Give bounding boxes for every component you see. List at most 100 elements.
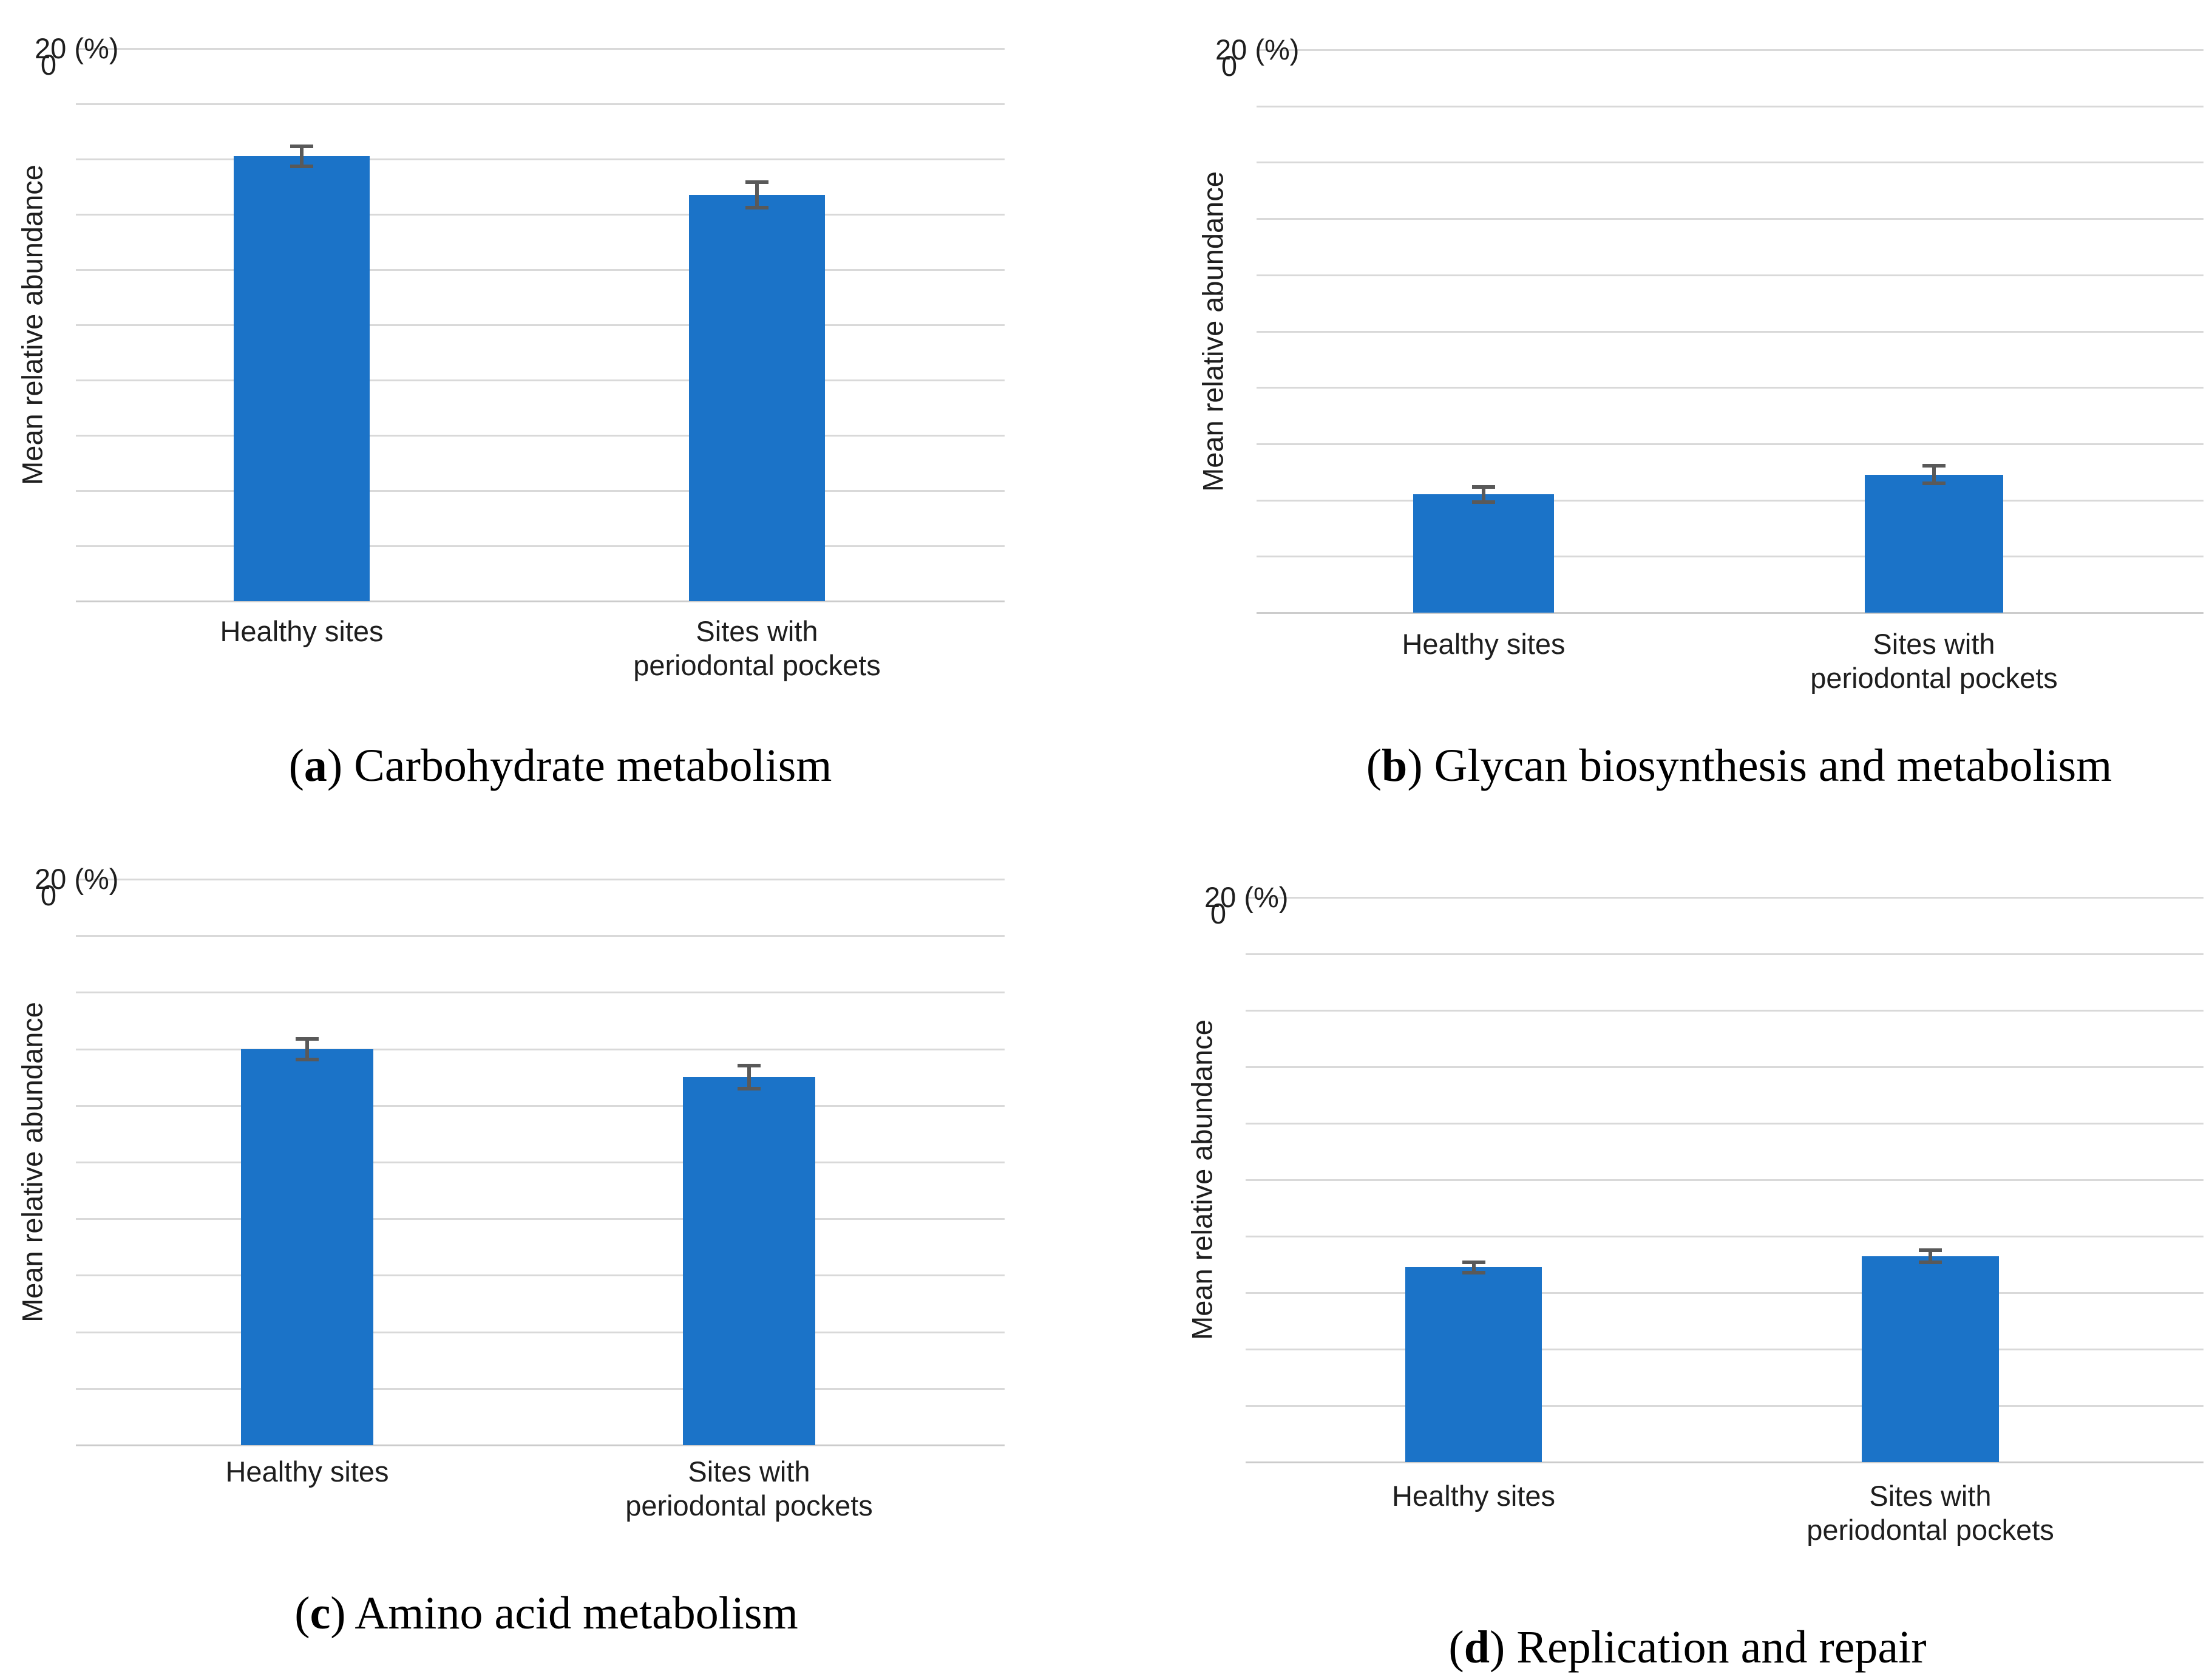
gridline bbox=[1257, 274, 2204, 276]
gridline bbox=[1257, 162, 2204, 164]
gridline bbox=[76, 992, 1005, 994]
gridline bbox=[1257, 387, 2204, 389]
y-unit-label: (%) bbox=[74, 863, 119, 895]
caption-open-paren: ( bbox=[288, 740, 304, 791]
x-category-label: Healthy sites bbox=[1402, 628, 1566, 660]
caption-c: (c) Amino acid metabolism bbox=[0, 1587, 1093, 1640]
error-bar bbox=[1462, 1260, 1485, 1274]
y-max-tick: 20 bbox=[35, 863, 67, 895]
bar-periodontal-pockets bbox=[1865, 474, 2003, 613]
caption-open-paren: ( bbox=[294, 1588, 310, 1639]
bar-healthy-sites bbox=[1413, 494, 1554, 613]
gridline bbox=[1246, 1010, 2204, 1012]
gridline bbox=[76, 103, 1005, 105]
caption-text: ) Amino acid metabolism bbox=[330, 1588, 798, 1639]
plot-area: Healthy sites Sites with periodontal pock… bbox=[76, 48, 1005, 681]
gridline bbox=[76, 324, 1005, 326]
gridline bbox=[76, 1048, 1005, 1050]
bar-healthy-sites bbox=[241, 1049, 373, 1445]
gridline bbox=[1257, 105, 2204, 107]
y-axis-max-label: 20 (%) bbox=[35, 863, 118, 896]
caption-letter: d bbox=[1464, 1622, 1490, 1673]
x-category-label: Healthy sites bbox=[1391, 1480, 1556, 1512]
plot-area: Healthy sites Sites with periodontal pock… bbox=[1257, 49, 2204, 694]
y-axis-title: Mean relative abundance bbox=[16, 1002, 49, 1322]
y-axis-max-label: 20 (%) bbox=[35, 32, 118, 65]
gridline bbox=[1246, 1179, 2204, 1181]
gridline bbox=[1246, 1349, 2204, 1350]
y-max-tick: 20 bbox=[1215, 33, 1247, 66]
bar-healthy-sites bbox=[1405, 1267, 1542, 1462]
y-unit-label: (%) bbox=[74, 32, 119, 64]
panel-glycan-biosynthesis: 20 (%) 0 Mean relative abundance Healthy… bbox=[1197, 33, 2204, 694]
bar-periodontal-pockets bbox=[689, 195, 825, 601]
gridline bbox=[76, 879, 1005, 880]
gridline bbox=[76, 1162, 1005, 1163]
gridline bbox=[76, 214, 1005, 216]
gridline bbox=[76, 379, 1005, 381]
y-unit-label: (%) bbox=[1255, 33, 1300, 66]
x-axis-baseline bbox=[1257, 612, 2204, 614]
x-axis-baseline bbox=[1246, 1461, 2204, 1463]
y-axis-max-label: 20 (%) bbox=[1215, 33, 1299, 66]
gridline bbox=[1257, 443, 2204, 445]
y-axis-title: Mean relative abundance bbox=[16, 165, 49, 485]
gridline bbox=[1257, 330, 2204, 333]
caption-d: (d) Replication and repair bbox=[1269, 1621, 2106, 1674]
caption-a: (a) Carbohydrate metabolism bbox=[0, 740, 1121, 792]
caption-open-paren: ( bbox=[1448, 1622, 1464, 1673]
y-axis-title: Mean relative abundance bbox=[1196, 171, 1229, 492]
gridline bbox=[1257, 499, 2204, 502]
y-unit-label: (%) bbox=[1244, 881, 1289, 913]
y-max-tick: 20 bbox=[1204, 881, 1237, 913]
caption-letter: b bbox=[1382, 740, 1408, 791]
y-max-tick: 20 bbox=[35, 32, 67, 64]
x-category-label: Sites with periodontal pockets bbox=[1807, 1480, 2054, 1546]
panel-amino-acid-metabolism: 20 (%) 0 Mean relative abundance Healthy… bbox=[16, 863, 1005, 1522]
caption-text: ) Carbohydrate metabolism bbox=[327, 740, 832, 791]
x-category-label: Sites with periodontal pockets bbox=[625, 1455, 873, 1522]
y-axis-zero-label: 0 bbox=[40, 879, 56, 911]
gridline bbox=[1257, 556, 2204, 558]
error-bar bbox=[1922, 464, 1946, 486]
gridline bbox=[76, 48, 1005, 50]
y-axis-zero-label: 0 bbox=[1210, 897, 1226, 930]
caption-text: ) Replication and repair bbox=[1490, 1622, 1927, 1673]
x-category-label: Sites with periodontal pockets bbox=[633, 615, 881, 681]
gridline bbox=[76, 158, 1005, 160]
gridline bbox=[1246, 1405, 2204, 1407]
gridline bbox=[1257, 49, 2204, 51]
caption-b: (b) Glycan biosynthesis and metabolism bbox=[1269, 740, 2210, 792]
gridline bbox=[76, 1387, 1005, 1390]
gridline bbox=[76, 935, 1005, 937]
gridline bbox=[76, 1274, 1005, 1277]
y-axis-zero-label: 0 bbox=[40, 49, 56, 81]
gridline bbox=[76, 545, 1005, 547]
error-bar bbox=[296, 1036, 319, 1061]
gridline bbox=[1246, 953, 2204, 955]
bar-periodontal-pockets bbox=[1862, 1256, 1999, 1462]
caption-letter: c bbox=[310, 1588, 331, 1639]
error-bar bbox=[738, 1063, 761, 1091]
error-bar bbox=[745, 180, 768, 210]
bar-healthy-sites bbox=[234, 156, 370, 601]
y-axis-max-label: 20 (%) bbox=[1204, 881, 1288, 914]
gridline bbox=[76, 269, 1005, 271]
gridline bbox=[76, 490, 1005, 492]
bar-periodontal-pockets bbox=[683, 1077, 815, 1445]
gridline bbox=[1246, 1292, 2204, 1294]
error-bar bbox=[1919, 1248, 1942, 1264]
gridline bbox=[76, 1218, 1005, 1220]
y-axis-title: Mean relative abundance bbox=[1186, 1019, 1218, 1340]
gridline bbox=[76, 435, 1005, 437]
gridline bbox=[1257, 218, 2204, 220]
x-category-label: Healthy sites bbox=[220, 615, 384, 647]
gridline bbox=[1246, 897, 2204, 899]
error-bar bbox=[1472, 485, 1495, 504]
error-bar bbox=[290, 144, 313, 169]
gridline bbox=[1246, 1066, 2204, 1068]
y-axis-zero-label: 0 bbox=[1221, 50, 1237, 82]
plot-area: Healthy sites Sites with periodontal pock… bbox=[76, 879, 1005, 1522]
caption-letter: a bbox=[304, 740, 327, 791]
x-axis-baseline bbox=[76, 601, 1005, 602]
